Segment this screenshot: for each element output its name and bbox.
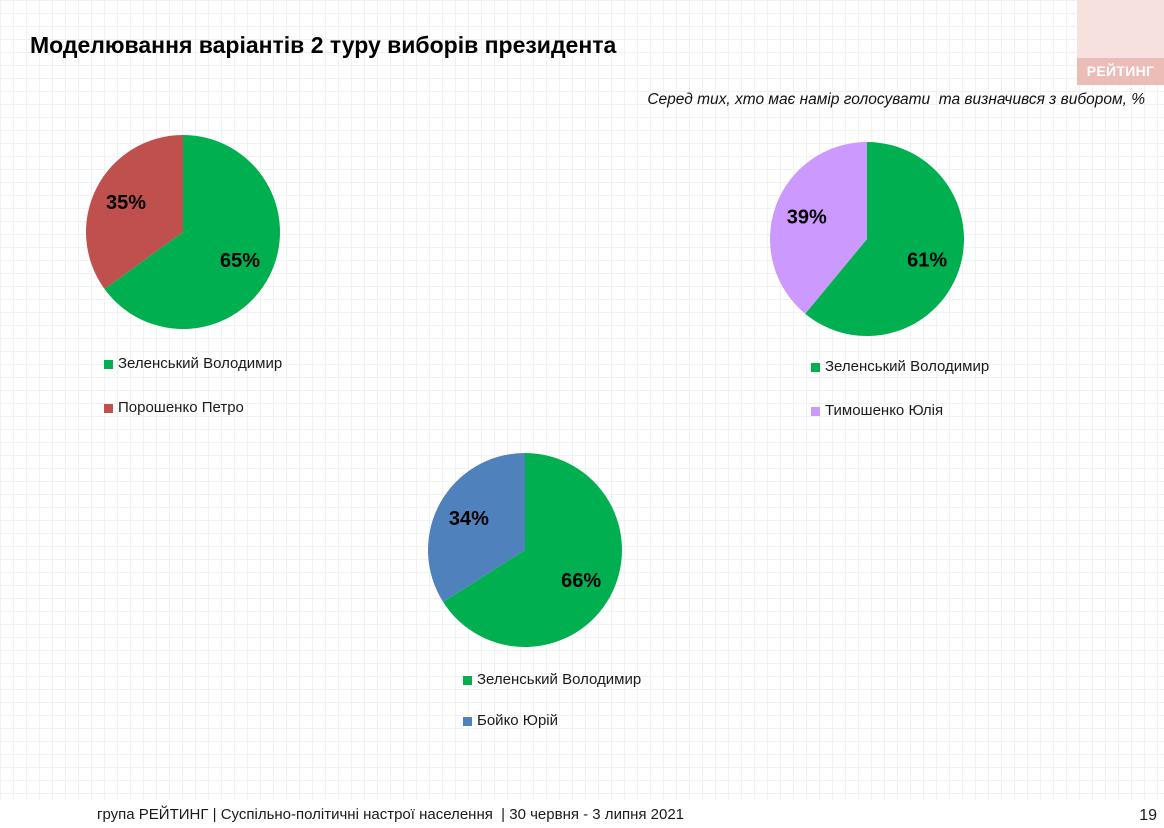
legend-label-zelensky: Зеленський Володимир — [477, 671, 642, 688]
legend-item-zelensky: Зеленський Володимир — [463, 670, 641, 690]
legend-label-poroshenko: Порошенко Петро — [118, 399, 244, 416]
logo-band: РЕЙТИНГ — [1077, 58, 1164, 85]
pie-slice-zelensky — [443, 453, 622, 647]
pie-label-zelensky: 66% — [561, 570, 601, 592]
pie-slice-zelensky — [805, 142, 964, 336]
legend-item-zelensky: Зеленський Володимир — [104, 354, 282, 374]
legend-zelensky-vs-poroshenko: Зеленський Володимир Порошенко Петро — [104, 354, 282, 418]
legend-swatch-zelensky — [463, 675, 472, 685]
background-grid — [0, 0, 1164, 800]
pie-label-boyko: 34% — [449, 508, 489, 530]
legend-swatch-zelensky — [811, 362, 820, 372]
pie-label-zelensky: 65% — [220, 250, 260, 272]
legend-swatch-poroshenko — [104, 403, 113, 413]
legend-item-tymoshenko: Тимошенко Юлія — [811, 401, 989, 421]
page-title: Моделювання варіантів 2 туру виборів пре… — [30, 32, 617, 58]
legend-zelensky-vs-tymoshenko: Зеленський Володимир Тимошенко Юлія — [811, 357, 989, 421]
logo-text: РЕЙТИНГ — [1086, 63, 1155, 79]
legend-label-zelensky: Зеленський Володимир — [118, 355, 283, 372]
pie-label-poroshenko: 35% — [106, 192, 146, 214]
legend-label-boyko: Бойко Юрій — [477, 712, 559, 729]
footer-source: група РЕЙТИНГ | Суспільно-політичні наст… — [97, 806, 685, 823]
pie-slice-poroshenko — [86, 135, 183, 290]
pie-chart-zelensky-vs-boyko: 66% 34% — [427, 453, 622, 647]
legend-swatch-boyko — [463, 716, 472, 726]
legend-item-poroshenko: Порошенко Петро — [104, 398, 282, 418]
legend-label-zelensky: Зеленський Володимир — [825, 358, 990, 375]
pie-label-tymoshenko: 39% — [787, 206, 827, 228]
pie-label-zelensky: 61% — [907, 250, 947, 272]
reyting-logo: РЕЙТИНГ — [1077, 0, 1164, 85]
chart-note: Серед тих, хто має намір голосувати та в… — [647, 91, 1145, 108]
legend-swatch-zelensky — [104, 359, 113, 369]
pie-slice-zelensky — [104, 135, 281, 329]
pie-slice-boyko — [427, 453, 525, 602]
page-number: 19 — [1139, 807, 1157, 824]
legend-label-tymoshenko: Тимошенко Юлія — [825, 402, 944, 419]
legend-zelensky-vs-boyko: Зеленський Володимир Бойко Юрій — [463, 670, 641, 731]
pie-slice-tymoshenko — [769, 142, 867, 314]
legend-item-boyko: Бойко Юрій — [463, 711, 641, 731]
pie-chart-zelensky-vs-tymoshenko: 61% 39% — [769, 142, 964, 336]
legend-swatch-tymoshenko — [811, 406, 820, 416]
legend-item-zelensky: Зеленський Володимир — [811, 357, 989, 377]
pie-chart-zelensky-vs-poroshenko: 65% 35% — [86, 135, 281, 329]
